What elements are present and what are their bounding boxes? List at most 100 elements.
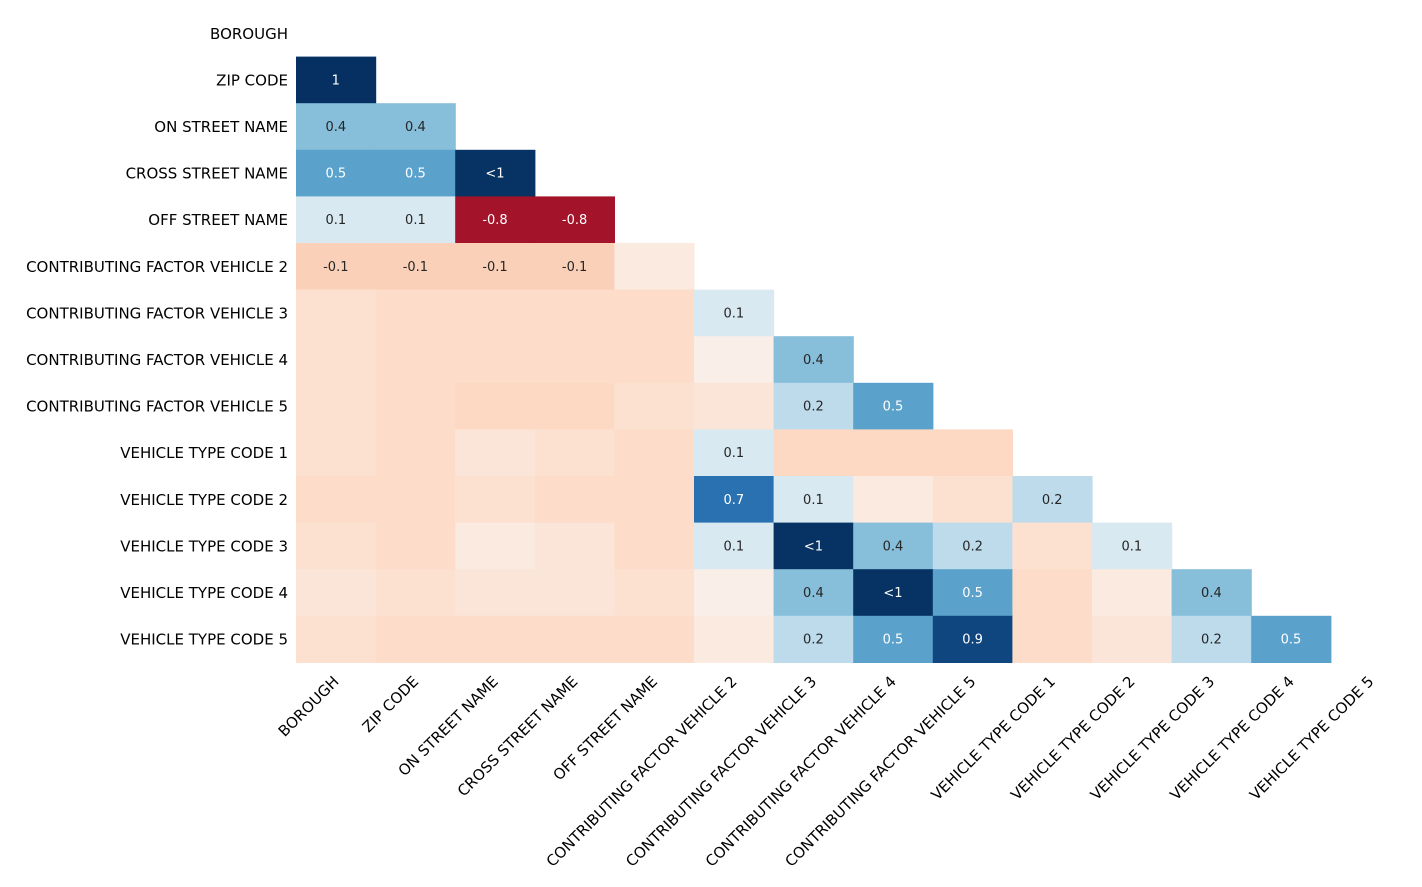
row-label: ZIP CODE [216, 71, 288, 89]
cell-value-label: 0.2 [1042, 493, 1063, 508]
heatmap-cell [455, 522, 536, 570]
cell-value-label: -0.1 [403, 260, 428, 275]
heatmap-cell [614, 476, 695, 524]
heatmap-cell [375, 243, 456, 291]
heatmap-cell [375, 522, 456, 570]
heatmap-cell [375, 429, 456, 477]
heatmap-cell [455, 569, 536, 617]
row-label: VEHICLE TYPE CODE 2 [120, 491, 288, 509]
heatmap-cell [1012, 522, 1093, 570]
heatmap-cell [773, 522, 854, 570]
heatmap-cell [296, 56, 377, 104]
heatmap-cell [773, 476, 854, 524]
heatmap-cell [614, 289, 695, 337]
heatmap-cell [455, 196, 536, 244]
column-label: BOROUGH [275, 673, 343, 741]
cell-value-label: 0.5 [405, 167, 426, 182]
cell-value-label: 0.5 [883, 633, 904, 648]
heatmap-cell [534, 522, 615, 570]
heatmap-cell [773, 382, 854, 430]
cell-value-label: 0.5 [1281, 633, 1302, 648]
heatmap-cell [1012, 476, 1093, 524]
heatmap-cell [534, 615, 615, 663]
heatmap-cell [296, 103, 377, 151]
heatmap-cell [614, 429, 695, 477]
heatmap-cell [853, 569, 934, 617]
heatmap-cell [1171, 615, 1252, 663]
heatmap-cell [614, 522, 695, 570]
cell-value-label: 0.4 [325, 120, 346, 135]
cell-value-label: 0.2 [962, 539, 983, 554]
cell-value-label: 0.4 [405, 120, 426, 135]
heatmap-cell [534, 429, 615, 477]
cell-value-label: 0.4 [883, 539, 904, 554]
cell-value-label: 0.2 [1201, 633, 1222, 648]
heatmap-cell [375, 196, 456, 244]
heatmap-cell [455, 336, 536, 384]
heatmap-cell [694, 289, 775, 337]
heatmap-cell [455, 615, 536, 663]
cell-value-label: 0.1 [723, 306, 744, 321]
heatmap-cell [932, 522, 1013, 570]
cell-value-label: 0.1 [803, 493, 824, 508]
heatmap-cells: 1 0.4 0.4 0.5 0.5 <1 0.1 0.1 -0.8 -0.8 -0.1 -0.1 -0.… [296, 56, 1332, 663]
heatmap-cell [296, 522, 377, 570]
heatmap-cell [375, 569, 456, 617]
heatmap-cell [773, 429, 854, 477]
cell-value-label: -0.8 [482, 213, 507, 228]
cell-value-label: 0.4 [1201, 586, 1222, 601]
heatmap-cell [296, 615, 377, 663]
cell-value-label: -0.8 [562, 213, 587, 228]
row-labels: BOROUGH ZIP CODE ON STREET NAME CROSS STREE… [26, 25, 288, 649]
heatmap-cell [614, 569, 695, 617]
heatmap-cell [614, 243, 695, 291]
cell-value-label: 0.4 [803, 353, 824, 368]
cell-value-label: 0.1 [405, 213, 426, 228]
heatmap-cell [932, 476, 1013, 524]
heatmap-cell [534, 336, 615, 384]
heatmap-cell [534, 476, 615, 524]
heatmap-cell [773, 615, 854, 663]
heatmap-cell [455, 243, 536, 291]
cell-value-label: 0.5 [883, 400, 904, 415]
cell-value-label: 0.7 [723, 493, 744, 508]
heatmap-cell [1092, 569, 1173, 617]
row-label: CROSS STREET NAME [126, 165, 288, 183]
heatmap-cell [296, 382, 377, 430]
heatmap-cell [375, 615, 456, 663]
cell-value-label: -0.1 [482, 260, 507, 275]
heatmap-cell [614, 615, 695, 663]
row-label: CONTRIBUTING FACTOR VEHICLE 4 [26, 351, 288, 369]
heatmap-cell [375, 382, 456, 430]
heatmap-cell [773, 336, 854, 384]
cell-value-label: 0.1 [723, 446, 744, 461]
heatmap-cell [296, 196, 377, 244]
heatmap-cell [853, 476, 934, 524]
heatmap-cell [455, 289, 536, 337]
heatmap-cell [1012, 615, 1093, 663]
heatmap-cell [455, 382, 536, 430]
heatmap-cell [534, 196, 615, 244]
heatmap-cell [614, 382, 695, 430]
heatmap-cell [296, 243, 377, 291]
heatmap-cell [455, 429, 536, 477]
row-label: VEHICLE TYPE CODE 1 [120, 444, 288, 462]
cell-value-label: <1 [485, 167, 504, 182]
cell-value-label: 1 [332, 73, 340, 88]
heatmap-cell [375, 476, 456, 524]
heatmap-cell [455, 476, 536, 524]
heatmap-cell [1092, 615, 1173, 663]
heatmap-cell [296, 336, 377, 384]
cell-value-label: 0.4 [803, 586, 824, 601]
heatmap-cell [534, 382, 615, 430]
heatmap-cell [296, 289, 377, 337]
cell-value-label: <1 [883, 586, 902, 601]
heatmap-cell [534, 243, 615, 291]
heatmap-cell [614, 336, 695, 384]
heatmap-cell [853, 429, 934, 477]
cell-value-label: 0.2 [803, 400, 824, 415]
heatmap-cell [296, 429, 377, 477]
cell-value-label: 0.1 [723, 539, 744, 554]
